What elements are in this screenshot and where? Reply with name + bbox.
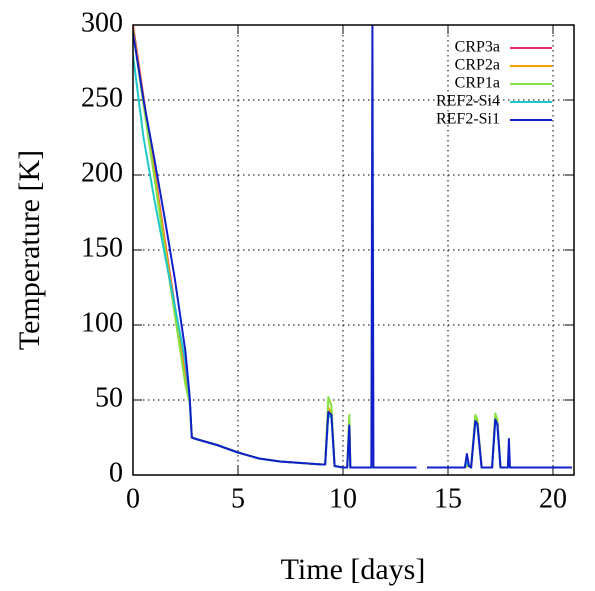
legend-label: REF2-Si1 [436,111,500,128]
x-tick-label: 5 [231,483,245,514]
y-tick-label: 50 [95,382,123,413]
x-tick-label: 0 [126,483,140,514]
legend-label: CRP1a [455,75,500,92]
plot-area [133,25,572,469]
line [133,25,572,469]
y-tick-label: 150 [81,232,123,263]
x-tick-label: 10 [329,483,357,514]
line [133,27,572,469]
plot-frame [132,24,575,476]
y-tick-label: 100 [81,307,123,338]
line [133,54,572,469]
legend-label: REF2-Si4 [436,93,500,110]
x-tick-label: 15 [434,483,462,514]
y-tick-label: 300 [81,7,123,38]
legend-label: CRP3a [455,39,500,56]
y-axis-label: Temperature [K] [13,150,46,350]
x-axis-label: Time [days] [281,553,426,586]
y-tick-label: 0 [109,457,123,488]
x-tick-label: 20 [539,483,567,514]
y-tick-label: 200 [81,157,123,188]
y-tick-label: 250 [81,82,123,113]
line [133,30,572,469]
line [133,25,572,469]
legend-label: CRP2a [455,57,500,74]
